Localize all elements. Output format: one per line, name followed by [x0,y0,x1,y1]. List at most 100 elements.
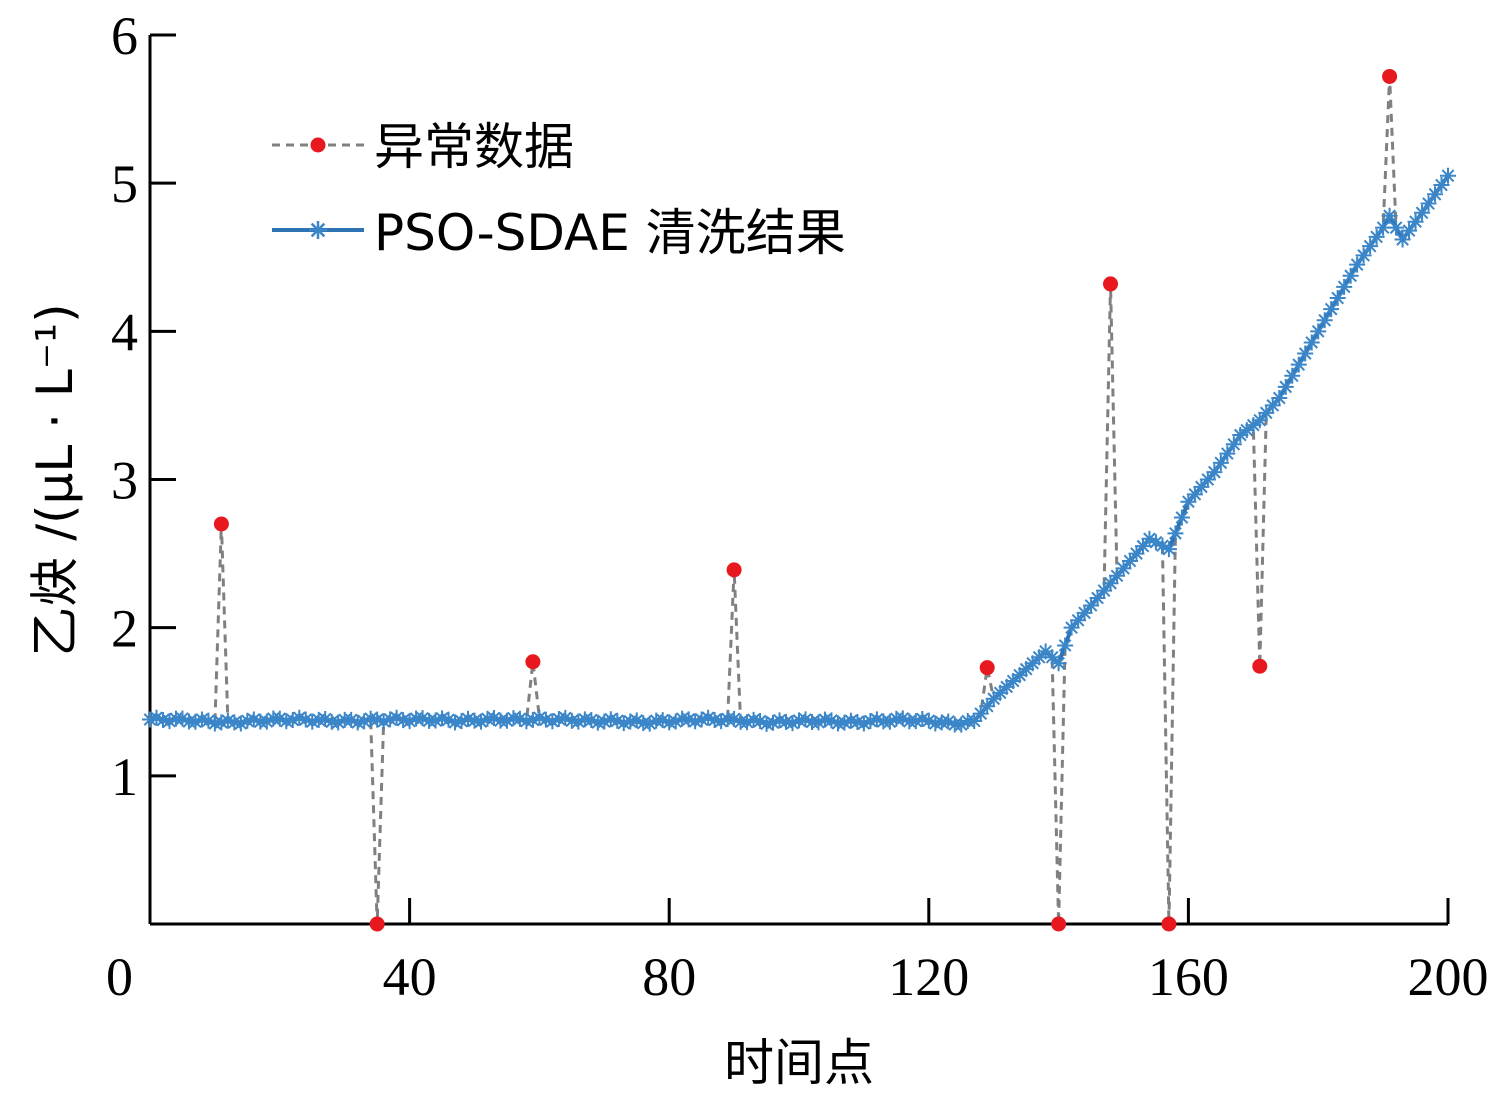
y-axis-label: 乙炔 /(μL · L⁻¹) [26,303,84,656]
clean-point [940,713,957,730]
clean-point [998,678,1015,695]
clean-point [460,710,477,727]
clean-point [1147,534,1164,551]
y-tick-label: 3 [111,451,138,511]
clean-point [1173,509,1190,526]
clean-point [1005,673,1022,690]
clean-point [1186,486,1203,503]
clean-point [992,684,1009,701]
clean-point [498,712,515,729]
clean-point [765,714,782,731]
clean-point [1206,464,1223,481]
clean-point [1258,404,1275,421]
clean-point [972,705,989,722]
y-tick-label: 5 [111,154,138,214]
clean-point [1160,541,1177,558]
clean-point [1329,289,1346,306]
clean-point [784,715,801,732]
anomaly-point [726,562,742,578]
clean-point [596,713,613,730]
clean-point [1297,345,1314,362]
clean-point [1407,213,1424,230]
legend-anomaly-marker [310,137,326,153]
clean-point [232,715,249,732]
clean-point [161,713,178,730]
clean-point [291,709,308,726]
clean-point [382,711,399,728]
clean-point [739,714,756,731]
clean-point [1089,590,1106,607]
clean-point [914,710,931,727]
clean-point [570,713,587,730]
clean-point [752,713,769,730]
clean-point [1232,427,1249,444]
x-tick-label: 80 [642,947,696,1007]
clean-point [1070,612,1087,629]
clean-point [1083,597,1100,614]
x-tick-label: 200 [1408,947,1489,1007]
clean-point [1109,567,1126,584]
clean-point [920,712,937,729]
clean-point [1193,478,1210,495]
clean-point [1225,436,1242,453]
clean-point [1102,575,1119,592]
clean-point [1362,238,1379,255]
y-tick-label: 6 [111,6,138,66]
clean-point [187,713,204,730]
clean-point [278,713,295,730]
clean-point [1134,538,1151,555]
clean-point [1394,231,1411,248]
clean-point [1264,397,1281,414]
clean-point [206,715,223,732]
cleaned-series [142,167,1456,733]
clean-point [706,711,723,728]
clean-point [258,713,275,730]
clean-point [544,713,561,730]
clean-point [868,711,885,728]
clean-point [472,713,489,730]
axes: 1 2 3 4 5 6 0 40 80 120 160 200 [106,6,1489,1007]
anomaly-point [213,516,229,532]
x-tick-label: 120 [888,947,969,1007]
clean-point [174,710,191,727]
clean-point [550,711,567,728]
y-tick-label: 4 [111,302,138,362]
clean-point [427,712,444,729]
clean-point [1018,661,1035,678]
clean-point [1420,195,1437,212]
clean-point [375,713,392,730]
clean-point [1011,667,1028,684]
clean-point [1245,417,1262,434]
clean-point [1167,525,1184,542]
clean-point [1219,445,1236,462]
clean-point [518,713,535,730]
clean-point [842,712,859,729]
clean-point [1316,312,1333,329]
legend-star-shape [309,221,327,239]
clean-point [388,709,405,726]
clean-point [200,712,217,729]
clean-point [356,713,373,730]
clean-point [1251,412,1268,429]
clean-point [1121,552,1138,569]
anomaly-series [149,68,1450,932]
anomaly-point [525,654,541,670]
clean-point [349,714,366,731]
clean-point [745,711,762,728]
clean-point [284,712,301,729]
clean-point [680,711,697,728]
clean-point [297,711,314,728]
clean-point [1336,278,1353,295]
clean-point [330,714,347,731]
clean-point [985,690,1002,707]
anomaly-point [369,916,385,932]
clean-point [447,714,464,731]
clean-point [193,711,210,728]
clean-point [524,711,541,728]
clean-point [213,714,230,731]
x-tick-label: 40 [383,947,437,1007]
clean-point [271,710,288,727]
clean-point [226,714,243,731]
clean-point [466,712,483,729]
